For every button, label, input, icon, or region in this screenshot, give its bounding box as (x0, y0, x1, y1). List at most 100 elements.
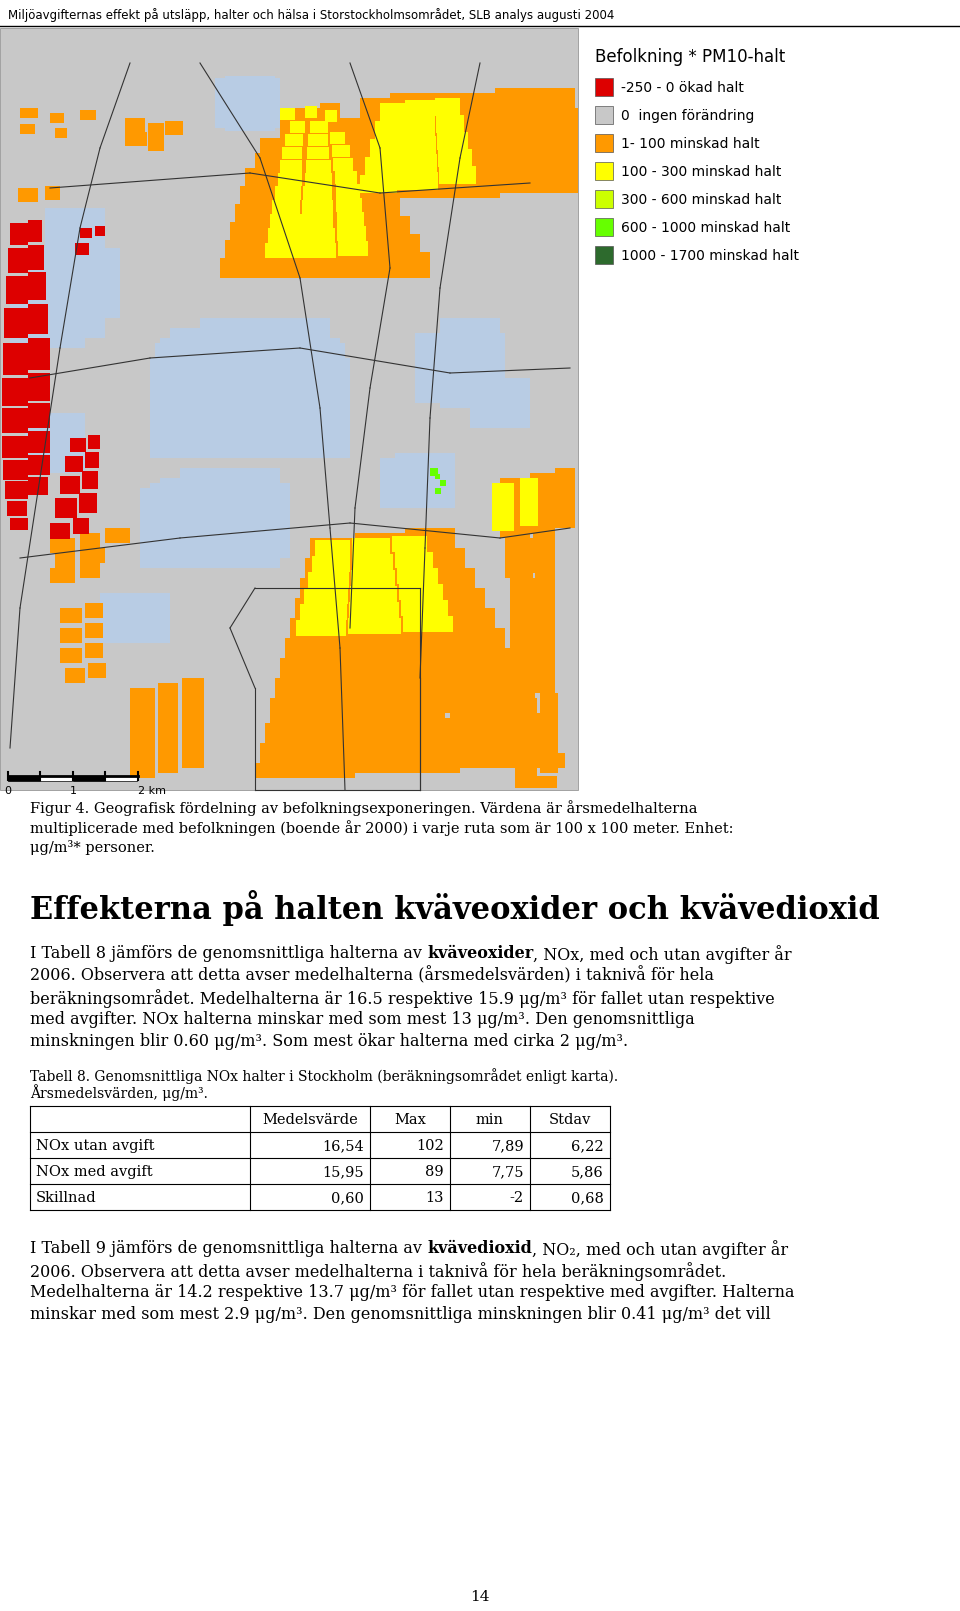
Bar (130, 764, 155, 778)
Bar (80, 110, 96, 119)
Bar (330, 132, 345, 143)
Bar (182, 678, 204, 693)
Bar (80, 229, 92, 238)
Bar (315, 540, 350, 556)
Bar (10, 298, 85, 348)
Text: 6,22: 6,22 (571, 1139, 604, 1153)
Bar (445, 688, 535, 714)
Text: beräkningsområdet. Medelhalterna är 16.5 respektive 15.9 μg/m³ för fallet utan r: beräkningsområdet. Medelhalterna är 16.5… (30, 989, 775, 1008)
Bar (355, 673, 440, 698)
Bar (280, 122, 310, 139)
Bar (88, 435, 100, 449)
Bar (595, 134, 613, 151)
Bar (40, 777, 72, 781)
Bar (415, 569, 475, 593)
Bar (355, 633, 430, 657)
Text: 300 - 600 minskad halt: 300 - 600 minskad halt (621, 193, 781, 206)
Bar (555, 469, 575, 488)
Bar (345, 180, 390, 205)
Bar (280, 657, 355, 678)
Bar (255, 153, 295, 168)
Text: 0,68: 0,68 (571, 1191, 604, 1205)
Bar (85, 453, 99, 469)
Bar (530, 512, 555, 533)
Bar (182, 738, 204, 752)
Bar (300, 214, 333, 229)
Bar (300, 604, 347, 620)
Bar (4, 308, 28, 338)
Bar (397, 172, 438, 190)
Text: 2 km: 2 km (138, 786, 166, 796)
Bar (430, 108, 475, 139)
Bar (215, 77, 280, 127)
Bar (470, 379, 530, 429)
Bar (495, 89, 545, 118)
Bar (595, 217, 613, 235)
Bar (75, 243, 89, 255)
Bar (182, 707, 204, 723)
Bar (337, 213, 364, 226)
Bar (100, 593, 170, 643)
Text: NOx med avgift: NOx med avgift (36, 1165, 153, 1179)
Bar (165, 121, 183, 135)
Text: I Tabell 9 jämförs de genomsnittliga halterna av: I Tabell 9 jämförs de genomsnittliga hal… (30, 1240, 427, 1257)
Bar (340, 163, 380, 185)
Bar (280, 108, 300, 122)
Bar (535, 673, 555, 693)
Bar (352, 538, 390, 554)
Text: Max: Max (394, 1113, 426, 1128)
Bar (492, 483, 514, 499)
Bar (500, 498, 530, 519)
Bar (510, 678, 535, 698)
Bar (350, 198, 400, 222)
Bar (80, 533, 100, 548)
Bar (88, 664, 106, 678)
Bar (355, 693, 445, 719)
Bar (10, 519, 28, 530)
Bar (595, 106, 613, 124)
Bar (355, 738, 455, 764)
Bar (450, 714, 545, 738)
Text: med avgifter. NOx halterna minskar med som mest 13 μg/m³. Den genomsnittliga: med avgifter. NOx halterna minskar med s… (30, 1012, 695, 1028)
Bar (20, 124, 35, 134)
Bar (555, 134, 578, 168)
Text: 14: 14 (470, 1590, 490, 1605)
Bar (170, 329, 330, 458)
Bar (220, 84, 275, 122)
Bar (20, 279, 105, 338)
Bar (535, 652, 555, 673)
Bar (495, 163, 560, 193)
Bar (355, 118, 390, 139)
Bar (65, 456, 83, 472)
Bar (405, 100, 435, 118)
Bar (28, 338, 50, 371)
Bar (540, 752, 558, 773)
Bar (435, 648, 515, 673)
Bar (355, 553, 410, 578)
Bar (305, 172, 332, 185)
Bar (435, 122, 485, 158)
Bar (492, 499, 514, 516)
Bar (403, 118, 435, 135)
Bar (130, 733, 155, 748)
Bar (390, 172, 445, 198)
Bar (2, 379, 28, 406)
Bar (533, 553, 555, 574)
Bar (255, 764, 355, 778)
Bar (270, 698, 355, 723)
Bar (390, 113, 430, 139)
Bar (320, 103, 340, 122)
Bar (282, 147, 302, 159)
Bar (240, 185, 290, 205)
Text: 0,60: 0,60 (331, 1191, 364, 1205)
Bar (340, 148, 375, 168)
Bar (352, 554, 393, 570)
Bar (290, 619, 355, 638)
Bar (272, 200, 300, 214)
Bar (55, 553, 75, 569)
Bar (355, 652, 435, 678)
Text: 2006. Observera att detta avser medelhalterna (årsmedelsvärden) i taknivå för he: 2006. Observera att detta avser medelhal… (30, 967, 714, 984)
Text: 2006. Observera att detta avser medelhalterna i taknivå för hela beräkningsområd: 2006. Observera att detta avser medelhal… (30, 1261, 727, 1281)
Bar (3, 461, 28, 480)
Bar (300, 229, 335, 243)
